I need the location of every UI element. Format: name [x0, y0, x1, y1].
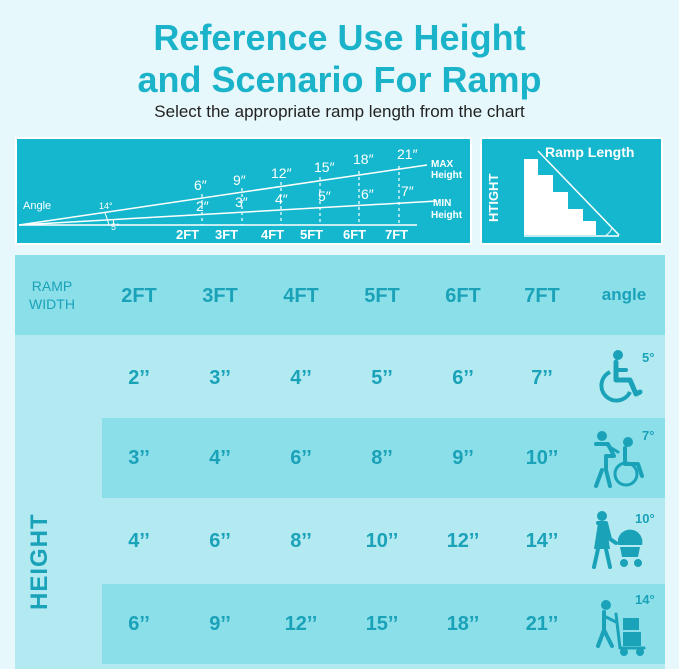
- max-angle-label: 14°: [99, 201, 113, 211]
- table-cell: 21’’: [525, 613, 559, 635]
- ramp-angle-diagram: Angle 14° 5° 6″ 9″ 12″ 15″ 18″ 21″ 2″ 3″…: [15, 137, 472, 245]
- table-cell: 6’’: [452, 367, 474, 389]
- table-cell: 6’’: [209, 530, 231, 552]
- table-cell: 5’’: [371, 367, 393, 389]
- column-header-3ft: 3FT: [202, 285, 238, 307]
- length-3ft: 3FT: [215, 227, 239, 242]
- max-label-2: Height: [431, 170, 463, 181]
- angle-value: 5°: [642, 350, 655, 365]
- min-height-2ft: 2″: [196, 198, 209, 214]
- table-cell: 10’’: [365, 530, 399, 552]
- length-4ft: 4FT: [261, 227, 285, 242]
- max-height-3ft: 9″: [233, 172, 246, 188]
- ramp-width-label-line-2: WIDTH: [29, 296, 75, 312]
- table-cell: 8’’: [290, 530, 312, 552]
- max-height-6ft: 18″: [353, 151, 374, 167]
- min-height-6ft: 6″: [361, 186, 374, 202]
- table-cell: 9’’: [209, 613, 231, 635]
- table-cell: 2’’: [128, 367, 150, 389]
- column-header-4ft: 4FT: [283, 285, 319, 307]
- angle-value: 7°: [642, 428, 655, 443]
- page-title-line-1: Reference Use Height: [153, 17, 526, 58]
- min-height-3ft: 3″: [235, 194, 248, 210]
- ramp-length-label: Ramp Length: [545, 144, 635, 160]
- table-cell: 9’’: [452, 447, 474, 469]
- table-cell: 14’’: [525, 530, 559, 552]
- column-header-2ft: 2FT: [121, 285, 157, 307]
- table-cell: 4’’: [128, 530, 150, 552]
- table-cell: 8’’: [371, 447, 393, 469]
- min-label-1: MIN: [433, 198, 452, 209]
- angle-value: 14°: [635, 592, 655, 607]
- angle-label: Angle: [23, 200, 52, 212]
- table-header-row: RAMP WIDTH 2FT 3FT 4FT 5FT 6FT 7FT angle: [15, 255, 665, 335]
- length-7ft: 7FT: [385, 227, 409, 242]
- table-cell: 10’’: [525, 447, 559, 469]
- table-cell: 4’’: [290, 367, 312, 389]
- table-cell: 4’’: [209, 447, 231, 469]
- max-height-5ft: 15″: [314, 159, 335, 175]
- column-header-7ft: 7FT: [524, 285, 560, 307]
- max-label-1: MAX: [431, 159, 454, 170]
- max-height-4ft: 12″: [271, 165, 292, 181]
- table-row: 4’’ 6’’ 8’’ 10’’ 12’’ 14’’ 10°: [102, 501, 665, 581]
- column-header-5ft: 5FT: [364, 285, 400, 307]
- page-title-line-2: and Scenario For Ramp: [137, 59, 542, 100]
- table-row: 3’’ 4’’ 6’’ 8’’ 9’’ 10’’ 7°: [102, 418, 665, 498]
- table-row: 6’’ 9’’ 12’’ 15’’ 18’’ 21’’ 14°: [102, 584, 665, 664]
- ramp-width-label: RAMP WIDTH: [15, 277, 89, 313]
- length-5ft: 5FT: [300, 227, 324, 242]
- table-cell: 12’’: [284, 613, 318, 635]
- table-cell: 6’’: [290, 447, 312, 469]
- height-row-label: HEIGHT: [26, 513, 53, 611]
- length-6ft: 6FT: [343, 227, 367, 242]
- angle-value: 10°: [635, 511, 655, 526]
- table-cell: 3’’: [209, 367, 231, 389]
- page-subtitle: Select the appropriate ramp length from …: [154, 102, 525, 121]
- min-angle-label: 5°: [111, 222, 120, 232]
- ramp-height-label: HTIGHT: [486, 173, 501, 223]
- assisted-wheelchair-icon: [594, 431, 644, 488]
- hand-truck-icon: [596, 600, 646, 656]
- table-cell: 18’’: [446, 613, 480, 635]
- max-height-2ft: 6″: [194, 177, 207, 193]
- ramp-width-label-line-1: RAMP: [31, 278, 73, 294]
- min-label-2: Height: [431, 210, 463, 221]
- length-2ft: 2FT: [176, 227, 200, 242]
- table-cell: 3’’: [128, 447, 150, 469]
- wheelchair-icon: [599, 350, 643, 403]
- min-height-4ft: 4″: [275, 191, 288, 207]
- table-cell: 6’’: [128, 613, 150, 635]
- min-height-5ft: 5″: [318, 188, 331, 204]
- table-cell: 15’’: [365, 613, 399, 635]
- ramp-figure: Ramp Length HTIGHT: [480, 137, 663, 245]
- column-header-angle: angle: [601, 285, 647, 304]
- table-cell: 12’’: [446, 530, 480, 552]
- ramp-height-table: RAMP WIDTH 2FT 3FT 4FT 5FT 6FT 7FT angle…: [15, 255, 665, 669]
- column-header-6ft: 6FT: [445, 285, 481, 307]
- table-cell: 7’’: [531, 367, 553, 389]
- stroller-icon: [592, 511, 643, 569]
- table-row: 2’’ 3’’ 4’’ 5’’ 6’’ 7’’ 5°: [102, 338, 665, 418]
- min-height-7ft: 7″: [401, 183, 414, 199]
- max-height-7ft: 21″: [397, 146, 418, 162]
